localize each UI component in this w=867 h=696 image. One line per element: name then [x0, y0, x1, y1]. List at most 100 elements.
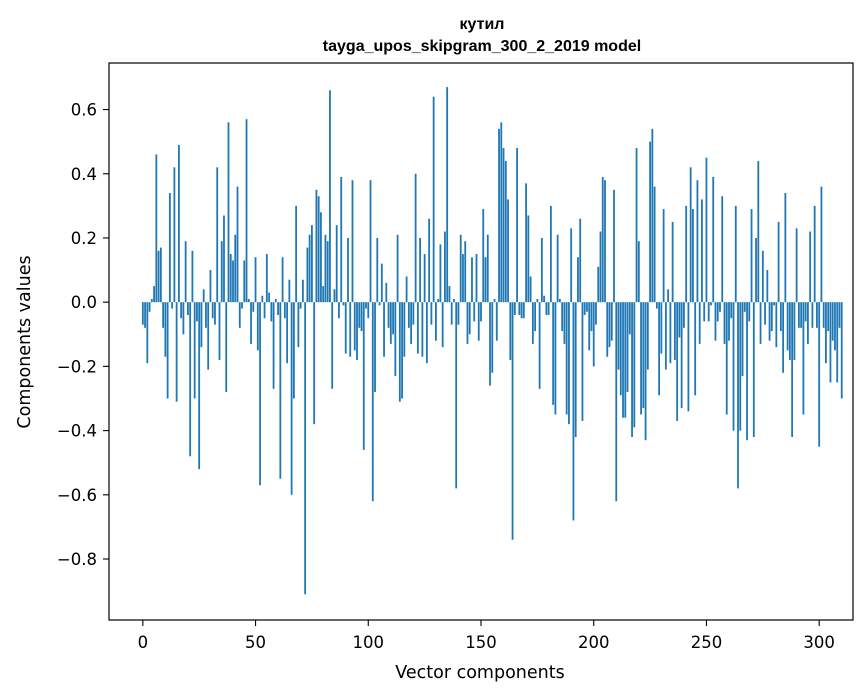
bar — [707, 302, 710, 322]
bar — [685, 205, 688, 303]
bar — [775, 302, 778, 348]
bar — [518, 302, 521, 316]
bar — [788, 302, 791, 360]
bar — [493, 298, 496, 303]
bar — [389, 302, 392, 344]
bar — [667, 289, 670, 303]
bar — [500, 122, 503, 303]
bar — [779, 302, 782, 332]
bar — [480, 302, 482, 322]
bar — [728, 302, 730, 341]
bar — [421, 302, 424, 357]
bar — [342, 302, 345, 306]
bar — [347, 237, 349, 303]
bar — [723, 302, 726, 344]
bar — [637, 241, 640, 303]
bar — [329, 90, 331, 303]
bar — [277, 302, 279, 316]
bar — [658, 302, 661, 396]
bar — [223, 215, 225, 303]
bar — [811, 302, 814, 328]
bar — [340, 176, 343, 303]
bar — [714, 302, 717, 341]
bar — [297, 302, 300, 348]
bar — [335, 225, 338, 303]
bar — [448, 286, 451, 303]
bar — [655, 302, 658, 309]
bar — [259, 302, 261, 486]
bar — [556, 234, 559, 303]
bar — [243, 260, 246, 303]
bar — [752, 302, 755, 438]
bar — [209, 270, 212, 303]
bar — [701, 199, 703, 303]
bar — [414, 173, 417, 303]
bar — [554, 302, 557, 415]
bar — [299, 302, 302, 309]
bar — [786, 302, 789, 351]
bar — [484, 257, 487, 303]
bar — [513, 302, 516, 316]
bar — [615, 302, 618, 502]
bar — [180, 302, 183, 319]
bar — [464, 241, 467, 303]
bar — [338, 302, 340, 319]
bar — [680, 302, 683, 409]
bar — [380, 263, 383, 303]
bar — [750, 209, 753, 303]
bar — [721, 196, 724, 303]
bar — [279, 302, 282, 479]
bar — [146, 302, 149, 364]
bar — [622, 302, 624, 418]
bar — [245, 119, 248, 303]
bar — [633, 302, 636, 428]
bar — [784, 193, 787, 303]
bar — [405, 276, 408, 303]
bar — [649, 141, 651, 303]
bar — [766, 270, 769, 303]
bar — [504, 160, 507, 303]
bar — [362, 302, 365, 450]
bar — [840, 302, 843, 399]
bar — [601, 176, 604, 303]
bar — [568, 302, 570, 425]
bar — [538, 302, 541, 389]
bar — [617, 302, 620, 370]
bar — [572, 302, 575, 521]
bar — [256, 302, 259, 351]
bar — [148, 302, 151, 312]
bar — [590, 302, 593, 332]
bar — [150, 298, 153, 303]
bar — [290, 302, 293, 495]
bar — [610, 302, 613, 341]
bar — [595, 302, 597, 325]
bar — [642, 302, 645, 409]
bar — [225, 302, 228, 393]
bar — [737, 302, 739, 489]
bar — [401, 302, 403, 399]
bar — [619, 302, 622, 396]
bar — [755, 237, 757, 303]
bar — [193, 302, 196, 399]
bar — [385, 282, 388, 303]
bar — [358, 302, 361, 328]
bar — [730, 302, 733, 319]
bar — [232, 260, 234, 303]
bar — [412, 302, 415, 325]
bar — [608, 302, 611, 348]
bar — [624, 302, 627, 418]
bar — [403, 302, 406, 357]
bar — [613, 189, 615, 303]
x-axis-label: Vector components — [395, 663, 564, 683]
bar-series — [141, 87, 843, 595]
bar — [671, 221, 674, 303]
bar — [491, 302, 494, 373]
bar — [559, 298, 561, 303]
bar — [822, 302, 825, 328]
bar — [628, 302, 631, 335]
bar — [450, 302, 453, 325]
bar — [322, 286, 325, 303]
x-tick-label: 150 — [465, 633, 497, 652]
bar — [689, 167, 692, 303]
